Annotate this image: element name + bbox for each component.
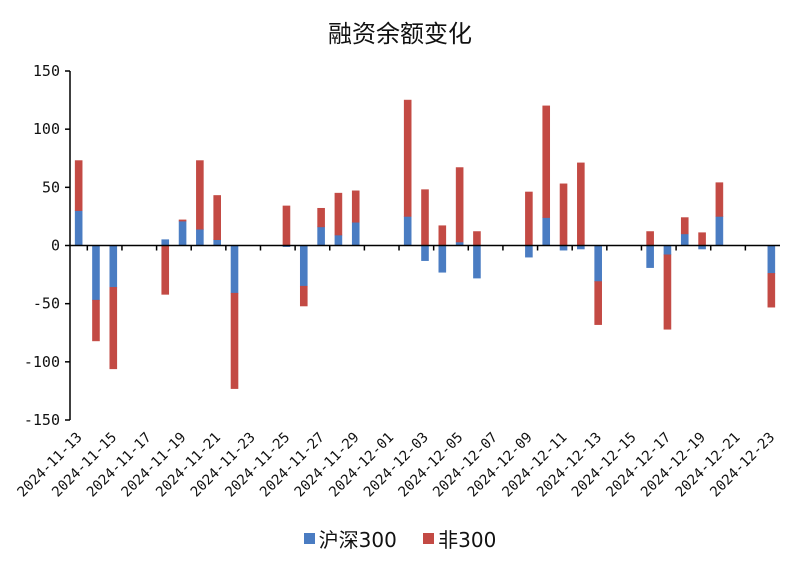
bar-non300-2024-11-14 [92, 299, 100, 342]
bar-non300-2024-11-25 [282, 205, 291, 246]
bar-non300-2024-12-04 [438, 225, 447, 246]
legend: 沪深300 非300 [0, 524, 800, 553]
bar-non300-2024-11-29 [351, 190, 360, 223]
y-tick-label: 100 [33, 120, 60, 138]
y-tick-label: -150 [24, 411, 60, 429]
bar-non300-2024-11-28 [334, 192, 343, 236]
bar-non300-2024-12-05 [455, 167, 464, 243]
bar-hs300-2024-12-03 [421, 245, 429, 261]
bar-hs300-2024-11-13 [74, 210, 83, 246]
bar-non300-2024-12-16 [646, 231, 654, 246]
y-tick-label: 0 [51, 237, 60, 255]
bar-non300-2024-12-23 [767, 273, 776, 308]
legend-swatch-hs300 [303, 533, 315, 544]
bar-hs300-2024-12-02 [403, 216, 412, 246]
bar-hs300-2024-12-10 [542, 217, 551, 246]
bar-non300-2024-12-13 [594, 281, 602, 325]
bar-hs300-2024-12-13 [594, 245, 602, 282]
bar-non300-2024-12-06 [473, 231, 481, 246]
bar-hs300-2024-11-27 [317, 226, 325, 246]
bar-hs300-2024-11-14 [92, 245, 100, 301]
bar-non300-2024-11-19 [178, 219, 187, 222]
bar-hs300-2024-12-20 [715, 216, 724, 246]
bar-hs300-2024-11-28 [334, 234, 343, 246]
chart-title: 融资余额变化 [328, 20, 472, 48]
bar-non300-2024-12-11 [559, 183, 568, 246]
bar-non300-2024-11-21 [213, 195, 221, 240]
bar-non300-2024-11-20 [196, 160, 204, 230]
bar-hs300-2024-11-15 [109, 245, 118, 288]
bar-hs300-2024-11-18 [161, 239, 170, 246]
bar-hs300-2024-12-16 [646, 245, 654, 268]
bar-non300-2024-11-22 [230, 292, 239, 389]
bar-hs300-2024-12-23 [767, 245, 776, 274]
bar-hs300-2024-12-17 [663, 245, 672, 256]
legend-item-hs300: 沪深300 [303, 524, 397, 553]
legend-label-non300: 非300 [438, 528, 497, 552]
bar-non300-2024-12-19 [698, 232, 706, 246]
legend-item-non300: 非300 [423, 524, 496, 553]
bar-non300-2024-12-10 [542, 105, 551, 218]
bar-non300-2024-11-15 [109, 287, 118, 370]
bar-non300-2024-11-27 [317, 207, 325, 228]
bar-hs300-2024-12-06 [473, 245, 481, 279]
bar-non300-2024-11-13 [74, 160, 83, 211]
bar-non300-2024-12-17 [663, 254, 672, 330]
bar-hs300-2024-11-19 [178, 220, 187, 246]
y-tick-label: 150 [33, 62, 60, 80]
bar-non300-2024-11-26 [299, 285, 308, 307]
bar-non300-2024-12-09 [525, 191, 533, 246]
bar-hs300-2024-11-26 [299, 245, 308, 287]
bar-non300-2024-11-18 [161, 245, 170, 295]
bar-hs300-2024-12-04 [438, 245, 447, 273]
bar-hs300-2024-11-22 [230, 245, 239, 294]
bar-non300-2024-12-12 [577, 162, 585, 246]
bar-non300-2024-12-20 [715, 182, 724, 217]
bar-non300-2024-12-02 [403, 99, 412, 217]
bar-hs300-2024-11-29 [351, 221, 360, 246]
bar-non300-2024-12-03 [421, 189, 429, 246]
bar-hs300-2024-12-18 [680, 233, 689, 246]
y-tick-label: -100 [24, 353, 60, 371]
legend-label-hs300: 沪深300 [318, 528, 397, 552]
legend-swatch-non300 [423, 533, 435, 544]
bar-hs300-2024-11-21 [213, 239, 221, 246]
bar-non300-2024-12-18 [680, 217, 689, 235]
y-tick-label: -50 [33, 295, 60, 313]
y-tick-label: 50 [42, 178, 60, 196]
bar-hs300-2024-12-09 [525, 245, 533, 258]
bar-hs300-2024-11-20 [196, 228, 204, 246]
